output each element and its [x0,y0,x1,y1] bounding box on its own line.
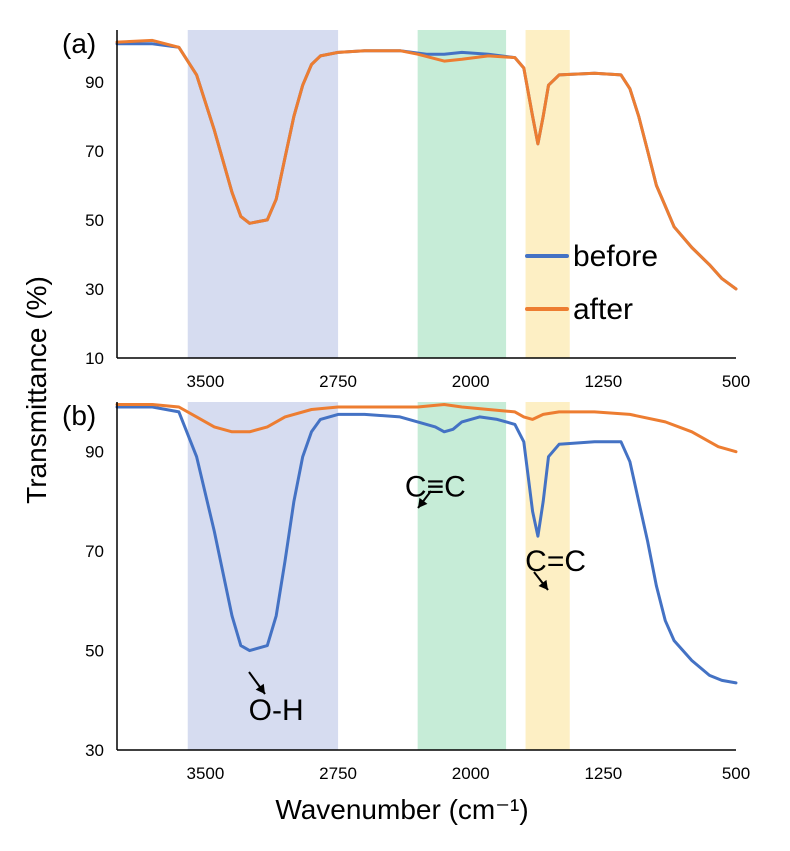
y-tick-label: 90 [85,73,104,92]
x-tick-label: 2750 [319,764,357,783]
y-axis-label: Transmittance (%) [21,276,52,504]
x-tick-label: 1250 [584,764,622,783]
x-tick-label: 3500 [187,372,225,391]
annotation-arrow-head [255,683,265,694]
x-tick-label: 1250 [584,372,622,391]
panel-b: 30 50 70 90 3500 2750 2000 1250 500 (b) O-H C≡C C=C [62,400,750,783]
y-tick-label: 30 [85,741,104,760]
annotation-arrow-head [538,579,548,590]
series-line-after [115,38,738,291]
y-tick-label: 70 [85,542,104,561]
band-band-oh [187,30,339,358]
y-tick-label: 50 [85,642,104,661]
y-tick-label: 70 [85,142,104,161]
y-tick-label: 90 [85,443,104,462]
annotation-label: C≡C [405,470,466,503]
legend-label-before: before [573,240,658,273]
annotation-arrow-head [418,497,428,508]
x-tick-label: 2000 [452,764,490,783]
y-tick-label: 50 [85,211,104,230]
annotation-label: O-H [249,694,304,727]
annotation-label: C=C [525,545,586,578]
panel-label: (a) [62,28,96,59]
x-tick-label: 3500 [187,764,225,783]
legend-label-after: after [573,293,633,326]
series-line-before [115,405,738,685]
x-axis-label: Wavenumber (cm⁻¹) [275,794,528,825]
series-line-after [115,403,738,454]
x-tick-label: 2000 [452,372,490,391]
y-tick-label: 10 [85,349,104,368]
panel-a: 10 30 50 70 90 3500 2750 2000 1250 500 (a) before af… [62,28,750,391]
y-tick-label: 30 [85,280,104,299]
x-tick-label: 500 [722,764,750,783]
band-band-cc-triple [417,30,507,358]
panel-label: (b) [62,400,96,431]
x-tick-label: 500 [722,372,750,391]
band-band-cc-triple [417,402,507,750]
x-tick-label: 2750 [319,372,357,391]
